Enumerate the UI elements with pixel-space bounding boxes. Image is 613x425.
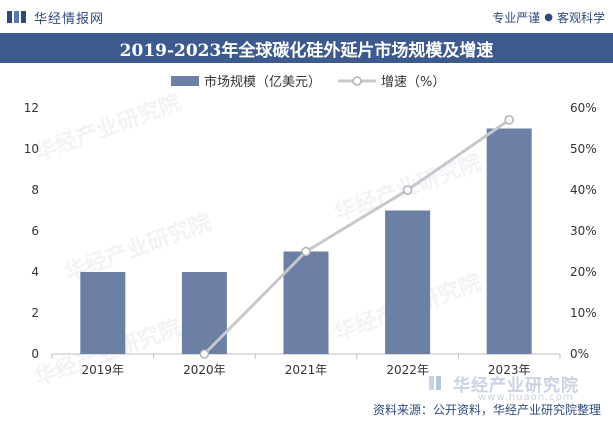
y-left-tick-label: 0: [31, 347, 39, 361]
y-left-tick-label: 8: [31, 183, 39, 197]
x-tick-label: 2022年: [386, 363, 429, 377]
y-right-tick-label: 30%: [570, 224, 597, 238]
legend-bar-label: 市场规模（亿美元）: [204, 74, 321, 90]
slogan-separator: ●: [544, 11, 553, 23]
slogan: 专业严谨 ● 客观科学: [492, 8, 605, 26]
line-point: [504, 115, 514, 125]
axes: 0 2 4 6 8 10 12 0% 10% 20% 30% 40% 50% 60% 2019年 2020年 2…: [24, 101, 597, 377]
footer-logo-icon: [429, 376, 441, 390]
y-right-tick-label: 20%: [570, 265, 597, 279]
brand-logo-icon: [7, 11, 26, 23]
footer-brand: 华经产业研究院: [428, 370, 579, 396]
source-note: 资料来源：公开资料，华经产业研究院整理: [372, 403, 601, 417]
legend: 市场规模（亿美元） 增速（%）: [171, 74, 445, 90]
bar: [181, 272, 227, 354]
legend-line-label: 增速（%）: [381, 75, 445, 90]
y-left-tick-label: 10: [24, 142, 39, 156]
bar: [385, 210, 431, 354]
y-right-tick-label: 10%: [570, 306, 597, 320]
chart-title: 2019-2023年全球碳化硅外延片市场规模及增速: [119, 40, 494, 61]
x-tick-label: 2020年: [183, 363, 226, 377]
line-point: [301, 246, 311, 257]
x-tick-label: 2023年: [488, 363, 531, 377]
y-left-tick-label: 4: [31, 265, 39, 279]
y-right-tick-label: 60%: [570, 101, 597, 115]
growth-line: [199, 115, 514, 359]
bars: [80, 128, 532, 354]
y-right-tick-label: 50%: [570, 142, 597, 156]
footer-url: www.huaon.com: [478, 392, 574, 403]
x-tick-label: 2021年: [285, 363, 328, 377]
chart: 市场规模（亿美元） 增速（%） 0 2 4 6 8 10 12 0% 10% 20% 30% 40% 50…: [24, 74, 597, 377]
y-left-tick-label: 12: [24, 101, 39, 115]
y-left-tick-label: 2: [31, 306, 39, 320]
bar: [80, 272, 126, 354]
line-point: [199, 349, 210, 359]
y-left-tick-label: 6: [31, 224, 39, 238]
growth-line-path: [203, 118, 511, 356]
y-right-tick-label: 40%: [570, 183, 597, 197]
legend-line-marker: [352, 76, 362, 86]
slogan-right: 客观科学: [556, 10, 605, 25]
legend-bar-swatch: [171, 76, 199, 86]
title-bar: 2019-2023年全球碳化硅外延片市场规模及增速: [0, 33, 613, 63]
y-right-tick-label: 0%: [570, 347, 589, 361]
header: 华经情报网 专业严谨 ● 客观科学: [0, 0, 613, 33]
bar: [486, 128, 532, 354]
slogan-left: 专业严谨: [492, 10, 541, 25]
line-point: [402, 185, 413, 195]
brand-name: 华经情报网: [34, 11, 105, 27]
footer-brand-name: 华经产业研究院: [453, 375, 579, 396]
x-tick-label: 2019年: [82, 363, 125, 377]
brand: 华经情报网: [6, 8, 105, 27]
